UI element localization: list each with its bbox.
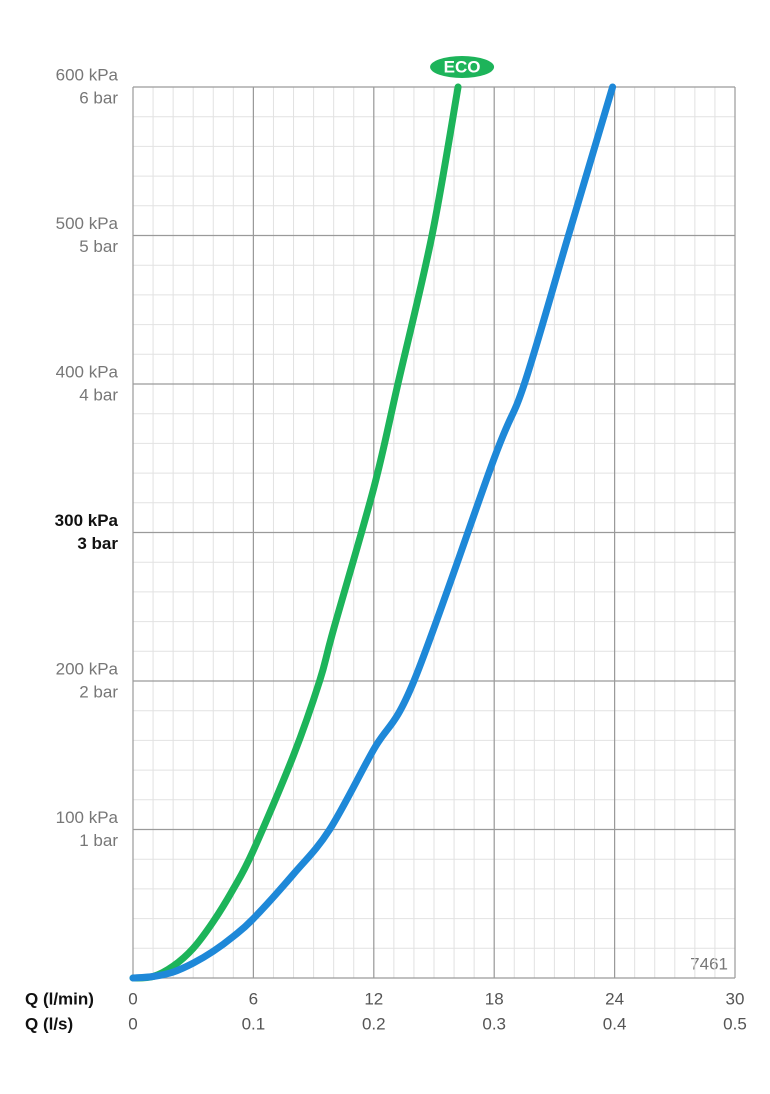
x2-tick-label: 0: [128, 1014, 137, 1033]
x2-tick-label: 0.4: [603, 1014, 627, 1033]
y-tick-label: 200 kPa: [56, 659, 119, 678]
y-tick-sublabel: 2 bar: [79, 682, 118, 701]
x-tick-label: 12: [364, 989, 383, 1008]
x2-tick-label: 0.1: [242, 1014, 266, 1033]
x-tick-label: 0: [128, 989, 137, 1008]
line: [129, 83, 462, 982]
x2-tick-label: 0.5: [723, 1014, 747, 1033]
x2-tick-label: 0.2: [362, 1014, 386, 1033]
series-label-badge: [430, 56, 495, 78]
y-tick-sublabel: 3 bar: [77, 534, 118, 553]
x2-axis-label: Q (l/s): [25, 1014, 73, 1033]
x-tick-label: 30: [726, 989, 745, 1008]
y-tick-label: 100 kPa: [56, 808, 119, 827]
x-tick-label: 6: [249, 989, 258, 1008]
y-tick-label: 300 kPa: [55, 511, 119, 530]
annotation: 7461: [690, 954, 728, 973]
y-tick-sublabel: 4 bar: [79, 385, 118, 404]
y-tick-sublabel: 1 bar: [79, 831, 118, 850]
y-tick-label: 600 kPa: [56, 65, 119, 84]
y-tick-sublabel: 5 bar: [79, 237, 118, 256]
x-tick-label: 24: [605, 989, 624, 1008]
x-tick-label: 18: [485, 989, 504, 1008]
x2-tick-label: 0.3: [482, 1014, 506, 1033]
line: [129, 83, 617, 982]
x-axis-label: Q (l/min): [25, 989, 94, 1008]
y-tick-label: 500 kPa: [56, 214, 119, 233]
y-tick-sublabel: 6 bar: [79, 88, 118, 107]
y-tick-label: 400 kPa: [56, 362, 119, 381]
series-label: ECO: [444, 57, 481, 76]
